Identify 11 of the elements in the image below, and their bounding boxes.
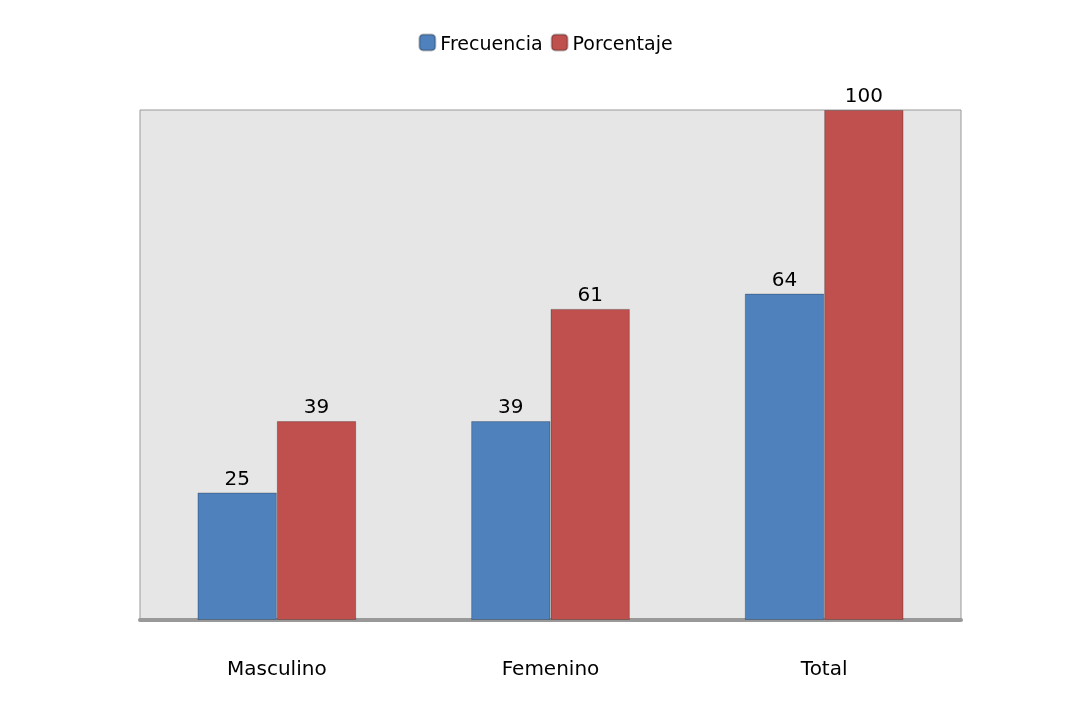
x-tick-label: Masculino	[227, 656, 327, 680]
data-label: 39	[498, 394, 524, 419]
data-label: 39	[303, 394, 330, 419]
data-label: 25	[224, 465, 250, 490]
legend-label: Porcentaje	[572, 31, 673, 54]
data-label: 100	[844, 83, 883, 107]
data-label: 64	[771, 266, 798, 291]
x-tick-label: Femenino	[501, 656, 600, 680]
x-tick-label: Total	[799, 656, 848, 680]
data-label: 61	[577, 281, 603, 306]
legend-label: Frecuencia	[440, 31, 543, 54]
